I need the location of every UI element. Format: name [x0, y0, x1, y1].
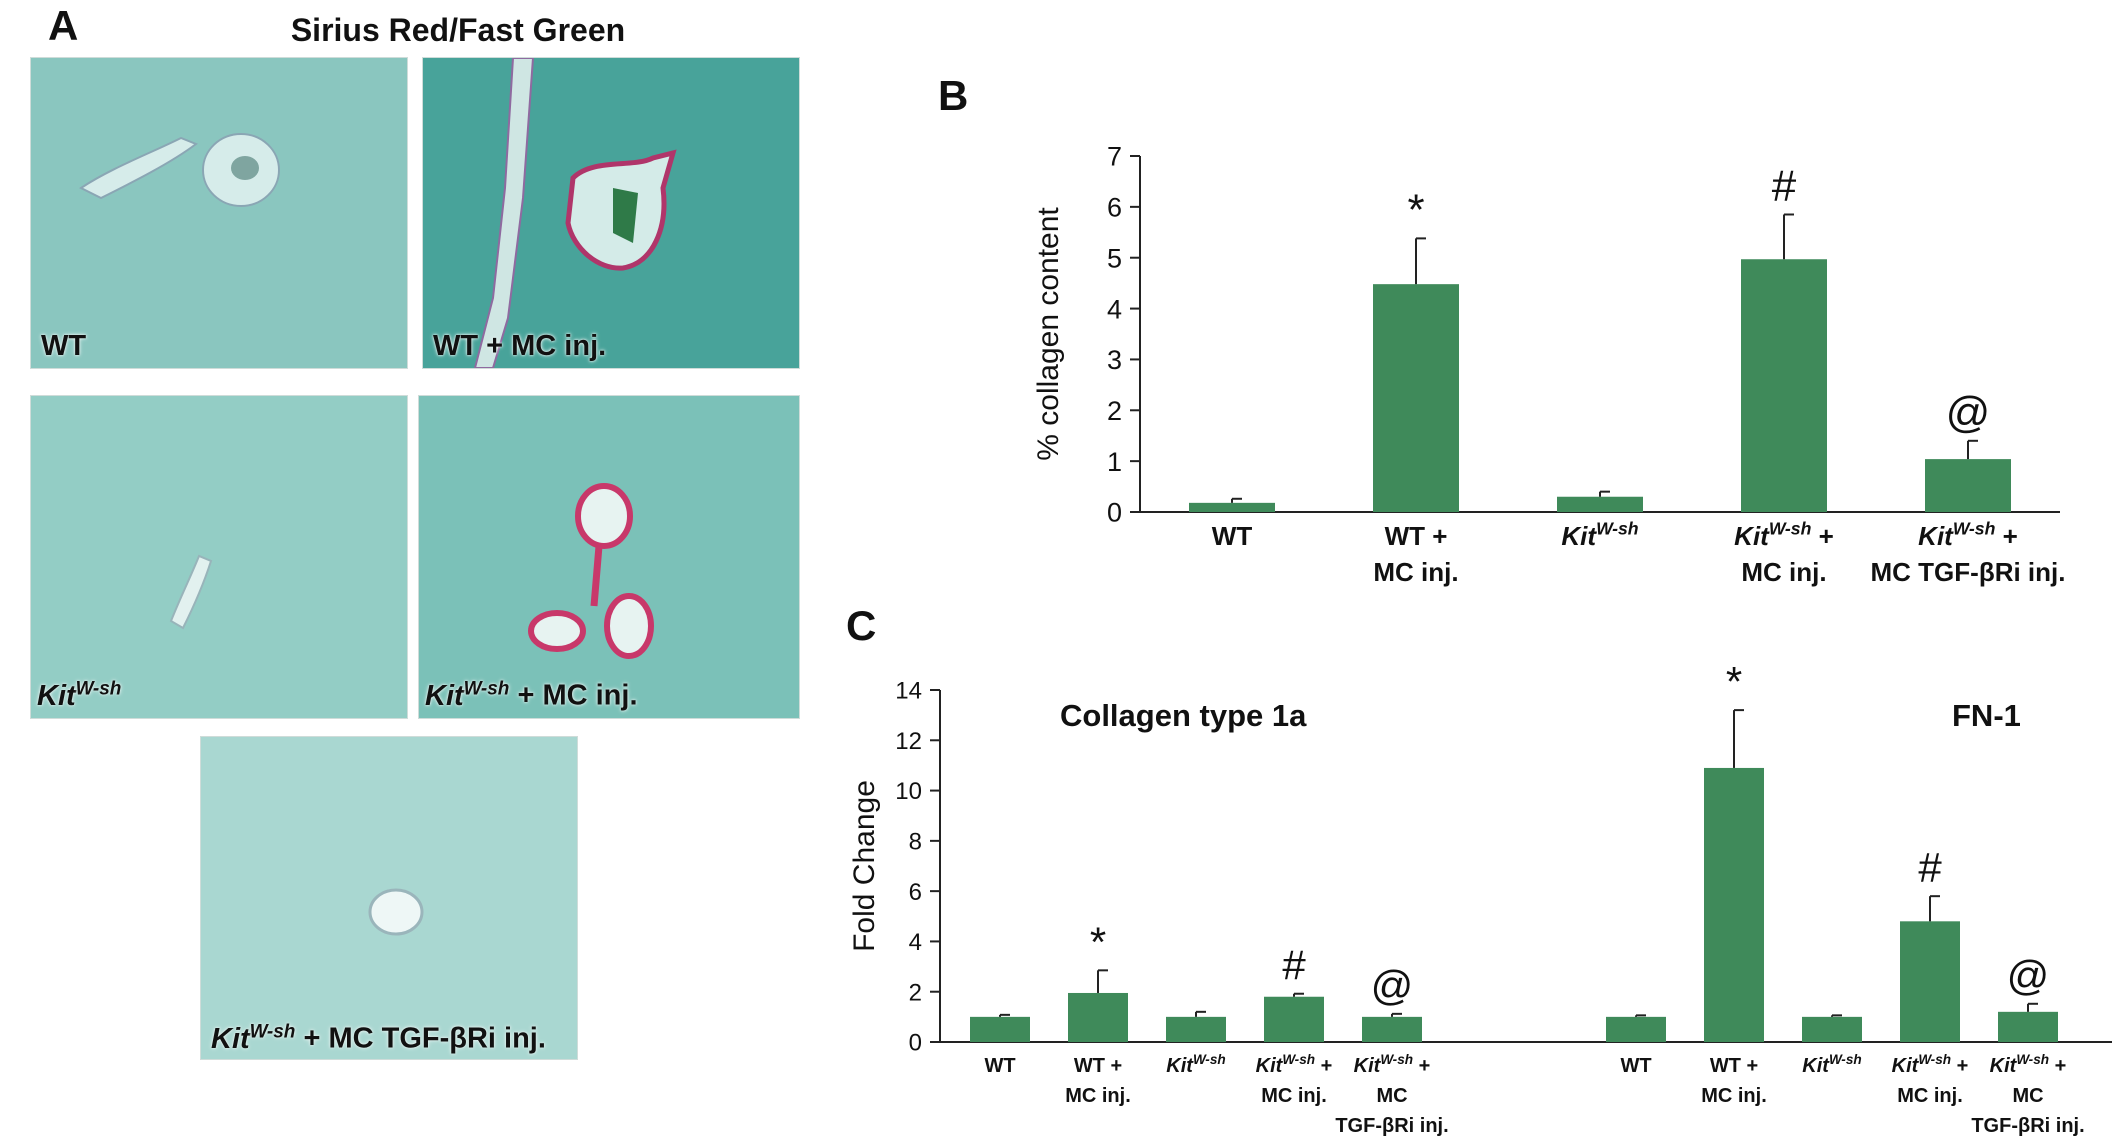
x-tick-label: KitW-sh + [1256, 1052, 1333, 1077]
panel-c-letter: C [846, 602, 877, 649]
micrograph-wt-mc-image [423, 58, 799, 368]
micrograph-kit-mc-image [419, 396, 799, 718]
group-1-significance-mark: @ [1371, 962, 1414, 1009]
group-2-bar [1802, 1016, 1862, 1042]
panel-a-title: Sirius Red/Fast Green [290, 12, 626, 48]
x-tick-label: KitW-sh + [1734, 519, 1834, 551]
bar [1189, 502, 1275, 512]
significance-mark: @ [1946, 388, 1991, 437]
y-tick-label: 4 [1107, 294, 1122, 324]
micrograph-label: KitW-sh + MC inj. [425, 678, 638, 712]
group-1-bar [1166, 1016, 1226, 1042]
chart-b: 0 1 2 3 4 5 6 7 % collagen content * # @ WT WT + MC in… [1032, 142, 2066, 587]
y-axis-label: % collagen content [1032, 207, 1065, 461]
micrograph-label: KitW-sh + MC TGF-βRi inj. [211, 1021, 546, 1055]
group-1-significance-mark: * [1090, 918, 1106, 965]
x-tick-label: MC inj. [1897, 1085, 1963, 1107]
x-tick-label: KitW-sh + [1892, 1052, 1969, 1077]
x-tick-label: MC TGF-βRi inj. [1871, 557, 2066, 587]
bar [1373, 284, 1459, 512]
y-tick-label: 4 [909, 929, 922, 956]
x-tick-label: MC inj. [1065, 1085, 1131, 1107]
micrograph-label: KitW-sh [37, 678, 122, 712]
x-tick-label: KitW-sh + [1990, 1052, 2067, 1077]
group-2-significance-mark: # [1918, 844, 1942, 891]
group-2-bar [1900, 921, 1960, 1042]
significance-mark: # [1772, 161, 1797, 210]
group-1-bar [1264, 996, 1324, 1042]
bar [1925, 459, 2011, 512]
group-2-bar [1998, 1011, 2058, 1042]
y-tick-label: 6 [1107, 193, 1122, 223]
micrograph-kit: KitW-sh [30, 395, 408, 719]
y-tick-label: 3 [1107, 345, 1122, 375]
x-tick-label: WT [1620, 1055, 1651, 1077]
x-tick-label: KitW-sh + [1354, 1052, 1431, 1077]
y-tick-label: 7 [1107, 142, 1122, 172]
x-tick-label: MC inj. [1261, 1085, 1327, 1107]
micrograph-label: WT + MC inj. [433, 330, 607, 362]
y-tick-label: 8 [909, 828, 922, 855]
x-tick-label: WT + [1074, 1055, 1122, 1077]
group-title: Collagen type 1a [1060, 698, 1307, 733]
significance-mark: * [1407, 185, 1424, 234]
x-tick-label: TGF-βRi inj. [1971, 1115, 2084, 1137]
panel-a-letter: A [48, 2, 79, 49]
y-tick-label: 0 [909, 1030, 922, 1057]
group-1-bar [1068, 992, 1128, 1042]
x-tick-label: WT + [1710, 1055, 1758, 1077]
x-tick-label: MC [2012, 1085, 2043, 1107]
bar [1741, 259, 1827, 512]
micrograph-label: WT [41, 330, 87, 362]
micrograph-kit-mc: KitW-sh + MC inj. [418, 395, 800, 719]
y-tick-label: 5 [1107, 243, 1122, 273]
y-tick-label: 10 [895, 778, 922, 805]
y-tick-label: 2 [909, 979, 922, 1006]
x-tick-label: MC inj. [1701, 1085, 1767, 1107]
x-tick-label: WT [984, 1055, 1015, 1077]
micrograph-kit-mc-tgfbri-image [201, 737, 577, 1059]
y-tick-label: 0 [1107, 498, 1122, 528]
chart-c: 0 2 4 6 8 10 12 14 Fold Change * # @ WT WT + MC inj. Ki… [848, 660, 2112, 1137]
x-tick-label: WT + [1385, 521, 1448, 551]
x-tick-label: WT [1212, 521, 1253, 551]
group-2-significance-mark: @ [2007, 952, 2050, 999]
x-tick-label: MC inj. [1373, 557, 1458, 587]
x-tick-label: MC inj. [1741, 557, 1826, 587]
x-tick-label: TGF-βRi inj. [1335, 1115, 1448, 1137]
y-tick-label: 1 [1107, 447, 1122, 477]
micrograph-kit-mc-tgfbri: KitW-sh + MC TGF-βRi inj. [200, 736, 578, 1060]
x-tick-label: KitW-sh [1802, 1052, 1861, 1077]
panel-b-letter: B [938, 72, 969, 119]
group-1-bar [1362, 1016, 1422, 1042]
y-tick-label: 2 [1107, 396, 1122, 426]
y-tick-label: 6 [909, 879, 922, 906]
group-1-significance-mark: # [1282, 942, 1306, 989]
x-tick-label: KitW-sh + [1918, 519, 2018, 551]
group-title: FN-1 [1952, 698, 2021, 733]
micrograph-wt-image [31, 58, 407, 368]
micrograph-wt: WT [30, 57, 408, 369]
micrograph-wt-mc: WT + MC inj. [422, 57, 800, 369]
group-1-bar [970, 1016, 1030, 1042]
group-2-significance-mark: * [1726, 660, 1742, 705]
y-axis-label: Fold Change [848, 780, 881, 952]
bar [1557, 496, 1643, 512]
x-tick-label: KitW-sh [1561, 519, 1638, 551]
group-2-bar [1704, 767, 1764, 1042]
y-tick-label: 14 [895, 678, 922, 705]
group-2-bar [1606, 1016, 1666, 1042]
x-tick-label: MC [1376, 1085, 1407, 1107]
x-tick-label: KitW-sh [1166, 1052, 1225, 1077]
y-tick-label: 12 [895, 728, 922, 755]
micrograph-kit-image [31, 396, 407, 718]
